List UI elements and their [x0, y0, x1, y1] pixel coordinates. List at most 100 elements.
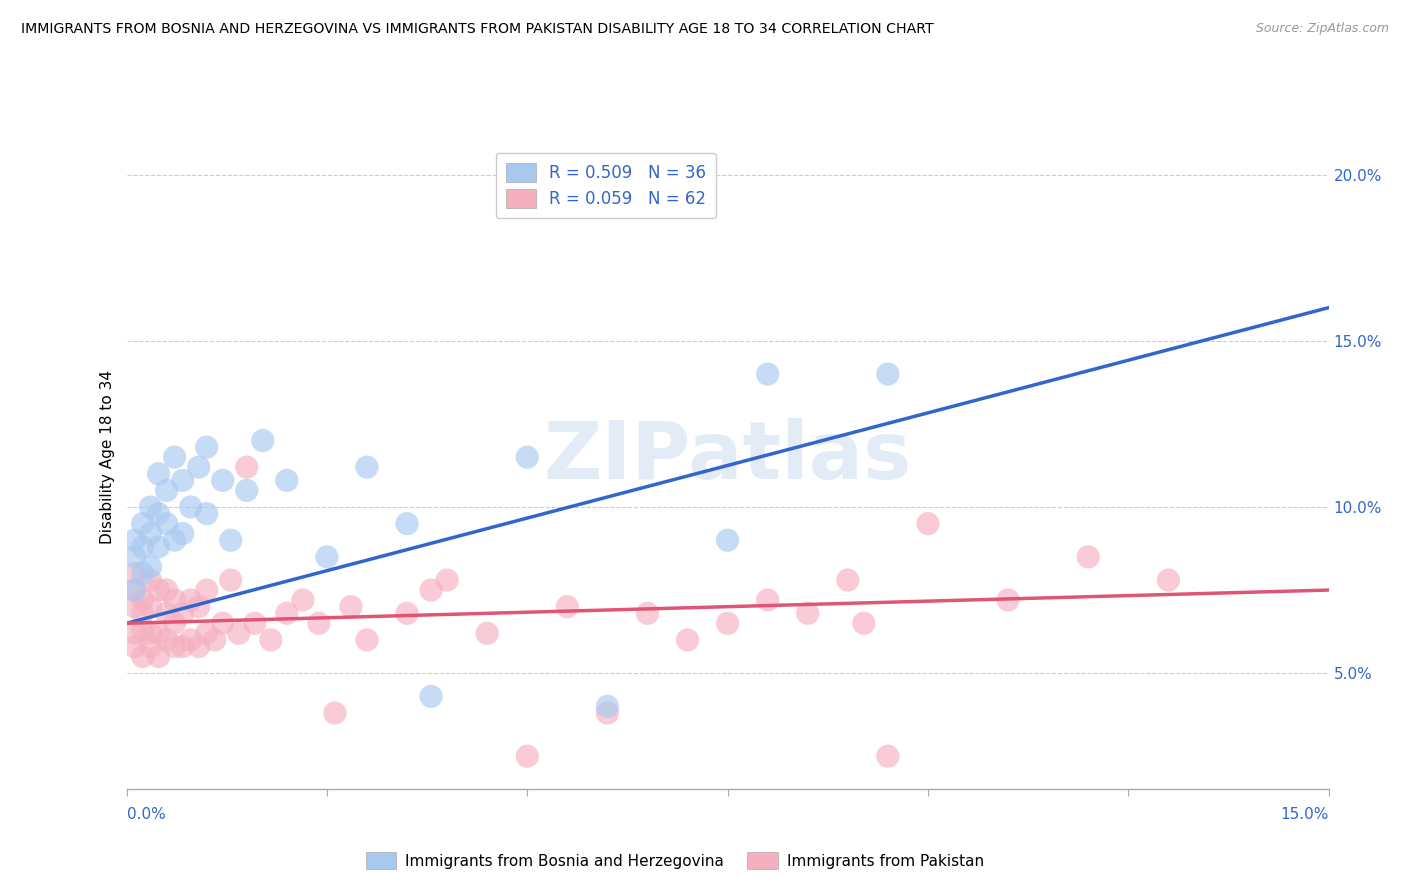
Point [356, 460, 378, 475]
Legend: Immigrants from Bosnia and Herzegovina, Immigrants from Pakistan: Immigrants from Bosnia and Herzegovina, … [360, 846, 990, 875]
Point [475, 626, 498, 640]
Point [235, 460, 259, 475]
Point [172, 526, 194, 541]
Point [420, 690, 443, 704]
Point [131, 649, 153, 664]
Point [131, 566, 153, 581]
Point [131, 623, 153, 637]
Text: 15.0%: 15.0% [1281, 807, 1329, 822]
Point [195, 626, 218, 640]
Point [139, 640, 162, 654]
Point [139, 599, 162, 614]
Point [187, 640, 209, 654]
Point [243, 616, 266, 631]
Point [1157, 573, 1180, 587]
Point [163, 616, 186, 631]
Point [516, 749, 538, 764]
Point [148, 540, 170, 554]
Point [308, 616, 330, 631]
Point [315, 549, 337, 564]
Point [436, 573, 458, 587]
Point [228, 626, 250, 640]
Point [195, 583, 218, 598]
Point [131, 516, 153, 531]
Point [139, 626, 162, 640]
Point [172, 640, 194, 654]
Point [131, 540, 153, 554]
Point [235, 483, 259, 498]
Point [124, 640, 146, 654]
Point [148, 467, 170, 481]
Point [180, 500, 202, 514]
Point [195, 440, 218, 454]
Point [323, 706, 346, 720]
Point [756, 593, 779, 607]
Point [252, 434, 274, 448]
Point [340, 599, 363, 614]
Point [124, 533, 146, 548]
Point [219, 533, 242, 548]
Point [557, 599, 579, 614]
Point [276, 474, 298, 488]
Point [1077, 549, 1099, 564]
Point [148, 583, 170, 598]
Point [211, 616, 233, 631]
Point [204, 632, 226, 647]
Point [356, 632, 378, 647]
Text: ZIPatlas: ZIPatlas [544, 418, 911, 496]
Point [148, 649, 170, 664]
Point [124, 583, 146, 598]
Point [155, 632, 177, 647]
Point [124, 549, 146, 564]
Point [163, 450, 186, 464]
Point [260, 632, 283, 647]
Point [291, 593, 314, 607]
Point [180, 632, 202, 647]
Point [155, 516, 177, 531]
Point [796, 607, 818, 621]
Y-axis label: Disability Age 18 to 34: Disability Age 18 to 34 [100, 370, 115, 544]
Point [596, 706, 619, 720]
Point [917, 516, 939, 531]
Point [155, 607, 177, 621]
Point [877, 367, 900, 381]
Point [997, 593, 1019, 607]
Point [396, 607, 419, 621]
Point [516, 450, 538, 464]
Legend: R = 0.509   N = 36, R = 0.059   N = 62: R = 0.509 N = 36, R = 0.059 N = 62 [495, 153, 716, 219]
Point [139, 500, 162, 514]
Point [596, 699, 619, 714]
Point [124, 583, 146, 598]
Text: Source: ZipAtlas.com: Source: ZipAtlas.com [1256, 22, 1389, 36]
Point [396, 516, 419, 531]
Point [139, 559, 162, 574]
Point [187, 460, 209, 475]
Point [756, 367, 779, 381]
Point [163, 640, 186, 654]
Point [211, 474, 233, 488]
Point [139, 573, 162, 587]
Point [163, 593, 186, 607]
Point [219, 573, 242, 587]
Point [676, 632, 699, 647]
Point [124, 599, 146, 614]
Point [716, 616, 740, 631]
Point [139, 526, 162, 541]
Point [195, 507, 218, 521]
Point [716, 533, 740, 548]
Text: IMMIGRANTS FROM BOSNIA AND HERZEGOVINA VS IMMIGRANTS FROM PAKISTAN DISABILITY AG: IMMIGRANTS FROM BOSNIA AND HERZEGOVINA V… [21, 22, 934, 37]
Point [124, 626, 146, 640]
Point [420, 583, 443, 598]
Point [124, 566, 146, 581]
Point [155, 583, 177, 598]
Point [155, 483, 177, 498]
Point [852, 616, 875, 631]
Point [837, 573, 859, 587]
Point [172, 607, 194, 621]
Point [187, 599, 209, 614]
Point [163, 533, 186, 548]
Point [172, 474, 194, 488]
Text: 0.0%: 0.0% [127, 807, 166, 822]
Point [636, 607, 658, 621]
Point [180, 593, 202, 607]
